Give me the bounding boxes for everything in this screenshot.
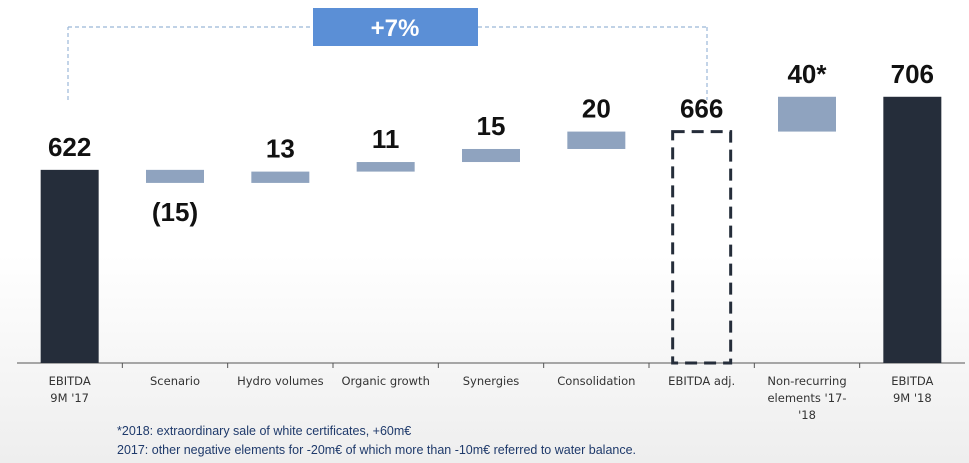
bar [146, 169, 204, 183]
value-label: 666 [680, 94, 723, 124]
annotation-box [313, 8, 478, 46]
bar [356, 162, 415, 172]
value-label: 40* [787, 59, 827, 89]
x-tick-label: EBITDA 9M '18 [891, 374, 934, 405]
annotation: +7% [371, 15, 420, 42]
footnote: *2018: extraordinary sale of white certi… [117, 424, 412, 438]
bar [40, 169, 99, 363]
x-tick-label: EBITDA 9M '17 [48, 374, 91, 405]
value-label: 20 [582, 94, 611, 124]
value-label: 11 [372, 124, 400, 154]
value-label: 13 [266, 134, 295, 164]
x-tick-label: Organic growth [341, 374, 430, 388]
value-label: 15 [477, 111, 506, 141]
bar [251, 171, 310, 183]
bar [778, 96, 836, 132]
bar [883, 96, 942, 363]
value-label: 622 [48, 132, 91, 162]
x-tick-label: Scenario [150, 374, 200, 388]
x-tick-label: EBITDA adj. [668, 374, 736, 388]
x-tick-label: Synergies [462, 374, 520, 388]
bar [462, 148, 520, 163]
x-tick-label: Non-recurring elements '17-'18 [767, 374, 847, 422]
x-tick-label: Consolidation [557, 374, 636, 388]
value-label: 706 [891, 59, 934, 89]
x-tick-label: Hydro volumes [237, 374, 324, 388]
bar [671, 130, 733, 365]
footnote: 2017: other negative elements for -20m€ … [117, 443, 637, 457]
bar [567, 131, 626, 149]
value-label: (15) [152, 197, 198, 227]
